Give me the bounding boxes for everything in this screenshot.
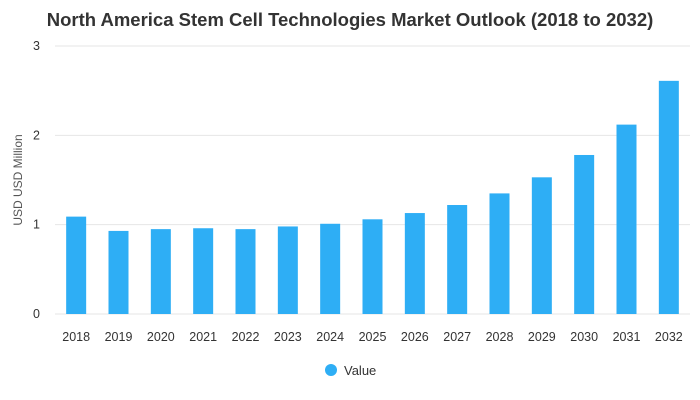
x-tick-label: 2027 [443,330,471,344]
y-tick-label: 3 [33,39,40,53]
legend-label-value: Value [344,363,376,378]
x-tick-label: 2020 [147,330,175,344]
x-tick-label: 2024 [316,330,344,344]
legend-marker-value [325,364,337,376]
x-tick-label: 2021 [189,330,217,344]
bar-2027[interactable] [447,205,468,314]
x-tick-label: 2029 [528,330,556,344]
bar-2031[interactable] [616,124,637,314]
bar-2026[interactable] [404,213,425,314]
x-tick-label: 2031 [613,330,641,344]
y-tick-label: 1 [33,218,40,232]
x-tick-label: 2022 [232,330,260,344]
bar-2020[interactable] [150,229,171,314]
bar-2029[interactable] [531,177,552,314]
bar-2024[interactable] [320,223,341,314]
bar-2032[interactable] [658,80,679,314]
legend[interactable]: Value [325,363,376,378]
x-tick-label: 2026 [401,330,429,344]
bar-2018[interactable] [66,216,87,314]
chart-title: North America Stem Cell Technologies Mar… [47,9,654,30]
x-tick-label: 2028 [486,330,514,344]
bar-2021[interactable] [193,228,214,314]
x-tick-label: 2019 [105,330,133,344]
y-tick-label: 0 [33,307,40,321]
bar-2019[interactable] [108,230,129,314]
x-tick-label: 2030 [570,330,598,344]
x-tick-label: 2018 [62,330,90,344]
bar-2025[interactable] [362,219,383,314]
bar-series [66,80,679,314]
x-tick-label: 2023 [274,330,302,344]
x-tick-label: 2032 [655,330,683,344]
bar-2028[interactable] [489,193,510,314]
x-axis-ticks: 2018 2019 2020 2021 2022 2023 2024 2025 2026 2027… [62,330,683,344]
y-axis-label: USD USD Million [11,134,25,225]
x-tick-label: 2025 [359,330,387,344]
y-tick-label: 2 [33,128,40,142]
bar-2023[interactable] [277,226,298,314]
y-axis-ticks: 0 1 2 3 [33,39,40,321]
bar-2022[interactable] [235,229,256,314]
bar-2030[interactable] [574,154,595,314]
